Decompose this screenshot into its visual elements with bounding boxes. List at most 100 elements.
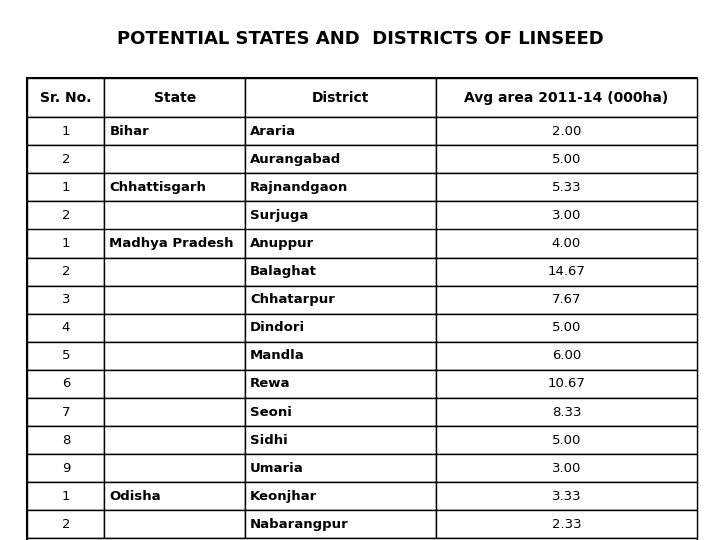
Text: 10.67: 10.67 (547, 377, 585, 390)
Bar (436, 342, 697, 370)
Bar (436, 454, 697, 482)
Text: 7.67: 7.67 (552, 293, 581, 306)
Bar (104, 454, 245, 482)
Bar (436, 370, 697, 398)
Bar (27, 173, 104, 201)
Bar (245, 454, 436, 482)
Text: Dindori: Dindori (250, 321, 305, 334)
Text: 5.00: 5.00 (552, 153, 581, 166)
Text: 1: 1 (62, 490, 70, 503)
Bar (245, 426, 436, 454)
Bar (104, 314, 245, 342)
Text: 5: 5 (62, 349, 70, 362)
Bar (104, 230, 245, 258)
Bar (104, 117, 245, 145)
Text: Umaria: Umaria (250, 462, 304, 475)
Text: 2: 2 (62, 265, 70, 278)
Bar (104, 370, 245, 398)
Bar (104, 510, 245, 538)
Bar (27, 482, 104, 510)
Text: 4.00: 4.00 (552, 237, 581, 250)
Text: Nabarangpur: Nabarangpur (250, 518, 348, 531)
Text: Mandla: Mandla (250, 349, 305, 362)
Text: 3.00: 3.00 (552, 209, 581, 222)
Bar (104, 145, 245, 173)
Bar (245, 117, 436, 145)
Bar (245, 510, 436, 538)
Bar (245, 314, 436, 342)
Bar (245, 173, 436, 201)
Text: Chhattisgarh: Chhattisgarh (109, 181, 206, 194)
Bar (436, 286, 697, 314)
Bar (104, 286, 245, 314)
Bar (436, 230, 697, 258)
Text: 9: 9 (62, 462, 70, 475)
Text: Seoni: Seoni (250, 406, 292, 419)
Bar (436, 314, 697, 342)
Text: Sr. No.: Sr. No. (40, 91, 91, 105)
Text: Rewa: Rewa (250, 377, 290, 390)
Bar (245, 482, 436, 510)
Bar (27, 370, 104, 398)
Text: Balaghat: Balaghat (250, 265, 317, 278)
Bar (104, 398, 245, 426)
Bar (104, 258, 245, 286)
Bar (245, 78, 436, 117)
Bar (104, 482, 245, 510)
Bar (27, 398, 104, 426)
Text: 8: 8 (62, 434, 70, 447)
Text: 5.00: 5.00 (552, 321, 581, 334)
Text: 5.00: 5.00 (552, 434, 581, 447)
Bar (245, 398, 436, 426)
Bar (245, 286, 436, 314)
Bar (245, 201, 436, 229)
Bar (27, 454, 104, 482)
Text: Madhya Pradesh: Madhya Pradesh (109, 237, 234, 250)
Bar (436, 201, 697, 229)
Bar (104, 173, 245, 201)
Text: 2.33: 2.33 (552, 518, 581, 531)
Bar (245, 370, 436, 398)
Text: 3.00: 3.00 (552, 462, 581, 475)
Bar (27, 230, 104, 258)
Bar (245, 342, 436, 370)
Bar (104, 78, 245, 117)
Text: 2: 2 (62, 518, 70, 531)
Text: 3.33: 3.33 (552, 490, 581, 503)
Text: Odisha: Odisha (109, 490, 161, 503)
Text: Aurangabad: Aurangabad (250, 153, 341, 166)
Bar (27, 342, 104, 370)
Bar (27, 510, 104, 538)
Text: 4: 4 (62, 321, 70, 334)
Text: Rajnandgaon: Rajnandgaon (250, 181, 348, 194)
Text: 6: 6 (62, 377, 70, 390)
Bar (436, 78, 697, 117)
Text: State: State (153, 91, 196, 105)
Bar (436, 117, 697, 145)
Text: 2: 2 (62, 209, 70, 222)
Bar (27, 258, 104, 286)
Text: Anuppur: Anuppur (250, 237, 314, 250)
Text: 8.33: 8.33 (552, 406, 581, 419)
Bar (27, 286, 104, 314)
Bar (245, 230, 436, 258)
Text: Avg area 2011-14 (000ha): Avg area 2011-14 (000ha) (464, 91, 668, 105)
Bar (436, 510, 697, 538)
Text: 1: 1 (62, 181, 70, 194)
Text: 2: 2 (62, 153, 70, 166)
Bar (245, 258, 436, 286)
Text: Bihar: Bihar (109, 125, 149, 138)
Bar (436, 426, 697, 454)
Text: Chhatarpur: Chhatarpur (250, 293, 335, 306)
Bar (27, 117, 104, 145)
Bar (436, 258, 697, 286)
Bar (245, 145, 436, 173)
Text: 1: 1 (62, 237, 70, 250)
Bar (436, 173, 697, 201)
Text: 1: 1 (62, 125, 70, 138)
Text: 3: 3 (62, 293, 70, 306)
Bar (27, 201, 104, 229)
Text: District: District (312, 91, 369, 105)
Text: Araria: Araria (250, 125, 296, 138)
Bar (104, 342, 245, 370)
